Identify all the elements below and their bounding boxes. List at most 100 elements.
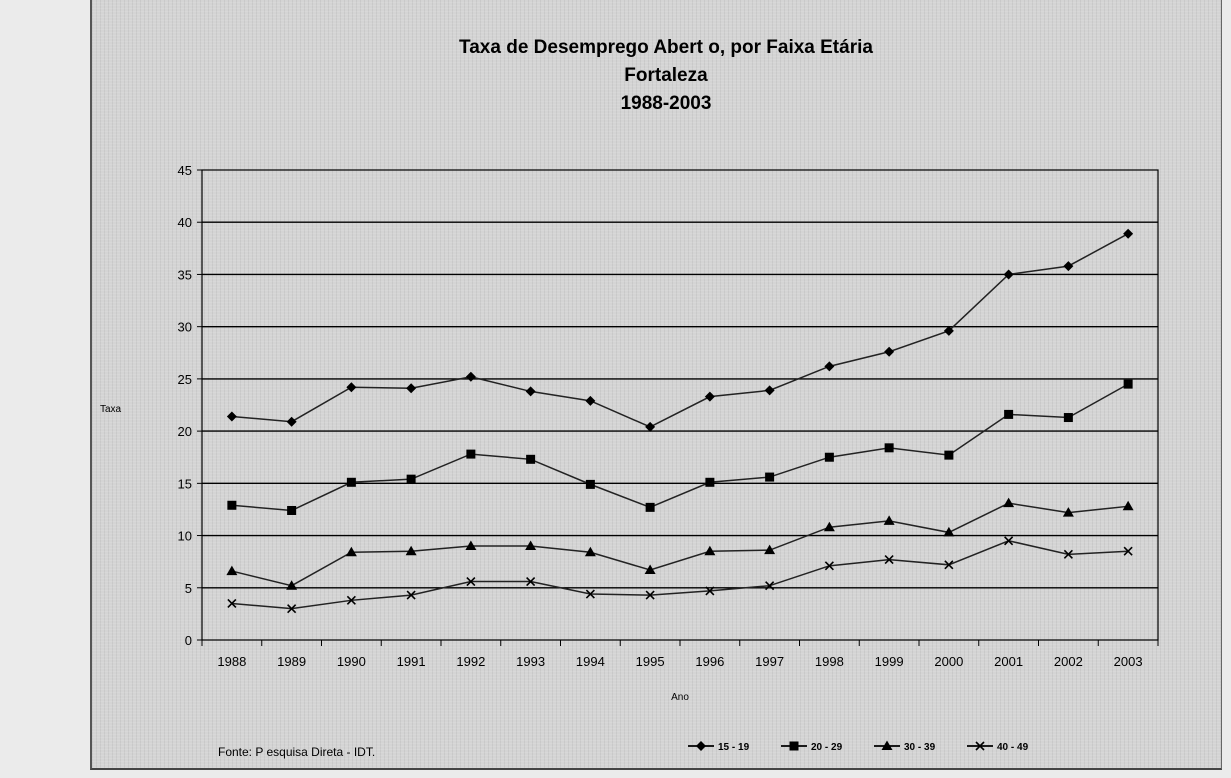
- legend-marker: [881, 740, 893, 750]
- data-point: [466, 449, 476, 459]
- data-point: [704, 545, 716, 556]
- series-3: [227, 536, 1133, 614]
- data-point: [1004, 536, 1014, 546]
- x-tick-label: 1996: [695, 654, 724, 669]
- data-point: [1063, 261, 1074, 272]
- legend-label: 20 - 29: [811, 742, 843, 753]
- data-point: [1123, 546, 1133, 556]
- series-line: [231, 539, 1129, 610]
- data-point: [883, 515, 895, 525]
- data-point: [585, 589, 595, 599]
- y-tick-label: 40: [178, 215, 192, 230]
- x-tick-label: 2003: [1114, 654, 1143, 669]
- data-point: [1123, 228, 1134, 239]
- x-tick-label: 2000: [934, 654, 963, 669]
- data-point: [944, 450, 954, 460]
- data-point: [884, 555, 894, 565]
- data-point: [943, 325, 954, 336]
- data-point: [1004, 409, 1014, 419]
- data-point: [884, 346, 895, 357]
- data-point: [345, 546, 357, 557]
- data-point: [406, 383, 417, 394]
- x-tick-label: 1994: [576, 654, 605, 669]
- chart-title-line-3: 1988-2003: [621, 93, 712, 114]
- x-tick-label: 2001: [994, 654, 1023, 669]
- x-tick-label: 1992: [456, 654, 485, 669]
- data-point: [525, 386, 536, 397]
- x-tick-label: 1999: [875, 654, 904, 669]
- legend-label: 15 - 19: [718, 742, 750, 753]
- series-line: [231, 233, 1129, 428]
- x-tick-label: 1995: [636, 654, 665, 669]
- y-tick-label: 35: [178, 267, 192, 282]
- series-2: [226, 497, 1134, 590]
- legend-marker: [789, 741, 799, 751]
- chart-title-line-1: Taxa de Desemprego Abert o, por Faixa Et…: [459, 37, 873, 58]
- data-point: [286, 416, 297, 427]
- data-point: [645, 502, 655, 512]
- legend-item: 30 - 39: [874, 740, 936, 753]
- data-point: [465, 371, 476, 382]
- data-point: [1003, 497, 1015, 508]
- data-point: [943, 526, 955, 537]
- data-point: [1063, 413, 1073, 423]
- y-tick-label: 25: [178, 372, 192, 387]
- data-point: [465, 540, 477, 550]
- legend-item: 20 - 29: [781, 741, 843, 753]
- x-tick-label: 1993: [516, 654, 545, 669]
- legend-marker: [975, 741, 985, 751]
- data-point: [1123, 379, 1133, 389]
- data-point: [584, 546, 596, 557]
- data-point: [346, 477, 356, 487]
- series-line: [231, 502, 1129, 587]
- x-tick-label: 1989: [277, 654, 306, 669]
- data-point: [585, 479, 595, 489]
- data-point: [346, 595, 356, 605]
- data-point: [765, 581, 775, 591]
- x-tick-label: 2002: [1054, 654, 1083, 669]
- data-point: [226, 411, 237, 422]
- y-tick-label: 20: [178, 424, 192, 439]
- data-point: [286, 580, 298, 590]
- data-point: [705, 477, 715, 487]
- y-tick-label: 45: [178, 163, 192, 178]
- x-axis-ticks: 1988 1989 1990 1991 1992 1993 1994 1995 1996 1997…: [201, 640, 1159, 669]
- data-point: [764, 385, 775, 396]
- data-point: [823, 521, 835, 532]
- data-point: [227, 598, 237, 609]
- data-point: [287, 505, 297, 515]
- data-point: [824, 452, 834, 462]
- x-axis-label: Ano: [671, 692, 689, 703]
- data-point: [1063, 549, 1073, 559]
- data-point: [405, 545, 417, 556]
- y-tick-label: 5: [185, 581, 192, 596]
- data-point: [1062, 507, 1074, 517]
- data-point: [764, 544, 776, 555]
- data-point: [704, 391, 715, 402]
- data-point: [824, 361, 835, 372]
- y-tick-label: 30: [178, 320, 192, 335]
- x-tick-label: 1998: [815, 654, 844, 669]
- data-point: [944, 560, 954, 570]
- x-tick-label: 1997: [755, 654, 784, 669]
- grid-lines: [202, 221, 1158, 589]
- data-point: [644, 564, 656, 575]
- plot-area: [201, 169, 1159, 641]
- data-point: [824, 561, 834, 571]
- x-tick-label: 1988: [217, 654, 246, 669]
- series-group: [226, 228, 1134, 614]
- legend-item: 40 - 49: [967, 741, 1029, 753]
- data-point: [645, 590, 655, 600]
- data-point: [1003, 269, 1014, 280]
- data-point: [526, 454, 536, 464]
- legend-label: 40 - 49: [997, 742, 1029, 753]
- data-point: [645, 421, 656, 432]
- chart-title: Taxa de Desemprego Abert o, por Faixa Et…: [459, 37, 873, 114]
- legend-marker: [696, 741, 706, 751]
- data-point: [406, 590, 416, 600]
- data-point: [406, 474, 416, 484]
- data-point: [346, 382, 357, 393]
- x-tick-label: 1990: [337, 654, 366, 669]
- data-point: [226, 565, 238, 576]
